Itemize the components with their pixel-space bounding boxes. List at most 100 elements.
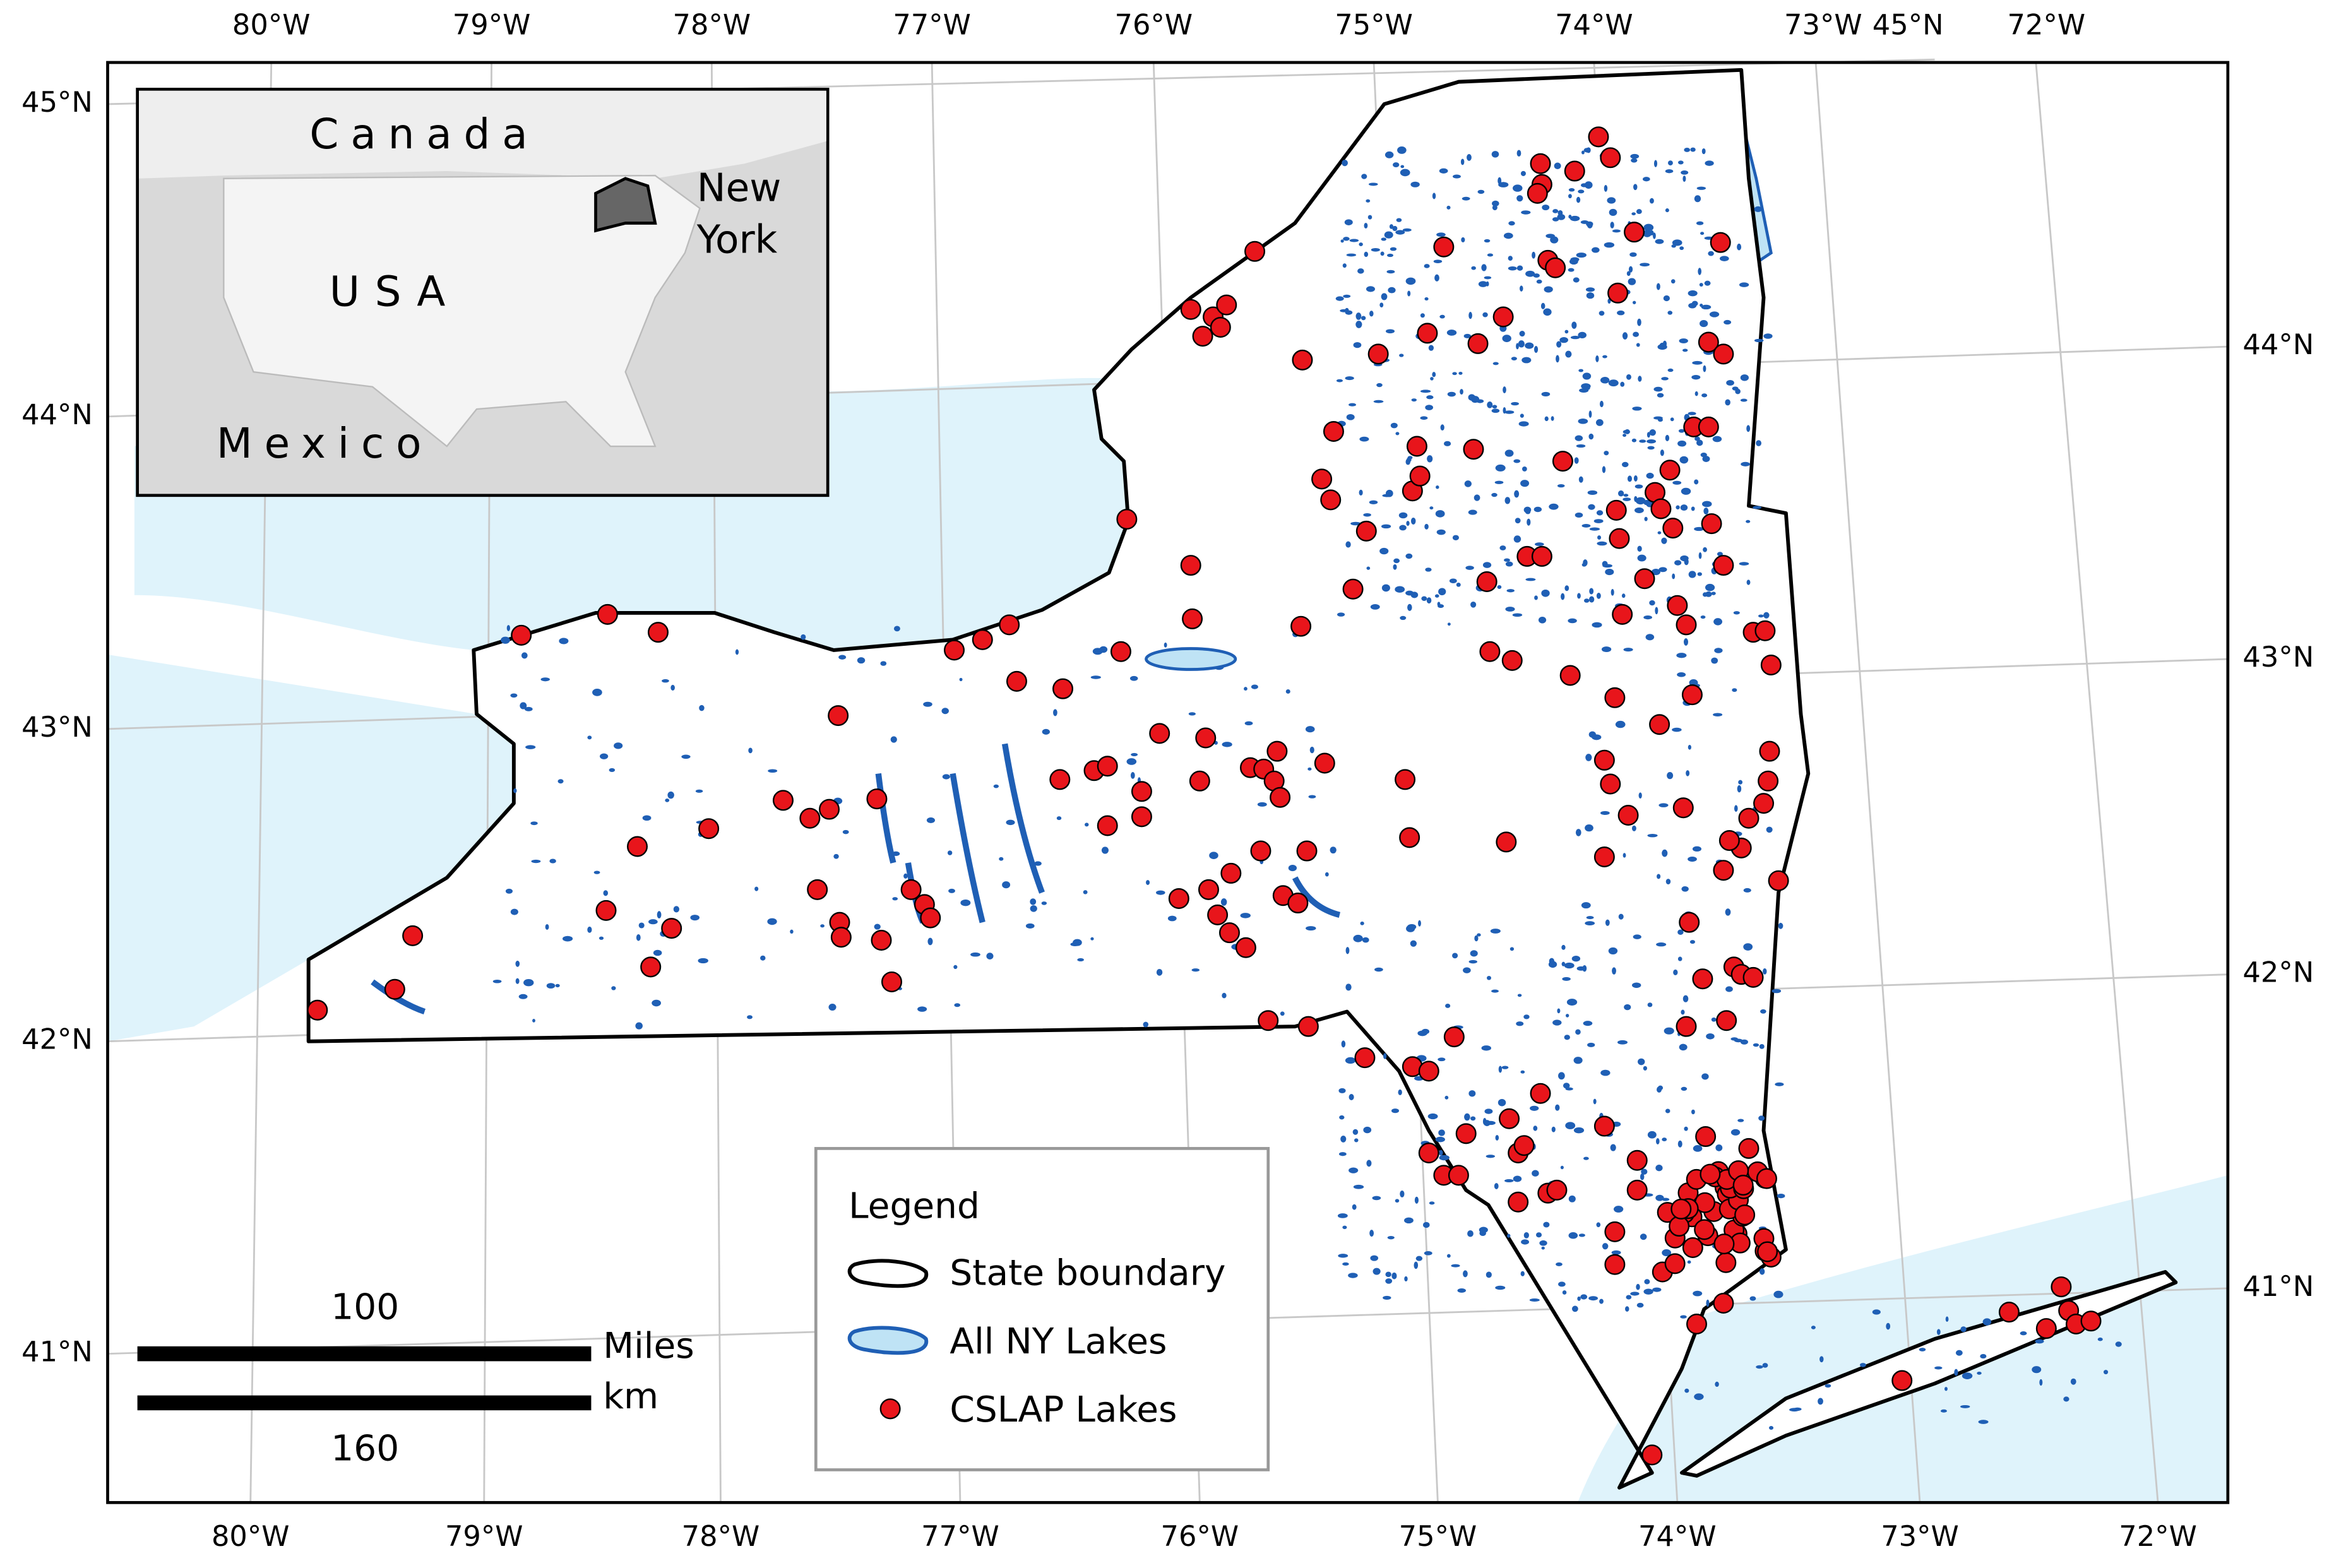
- lake: [1688, 412, 1696, 415]
- lake: [1410, 940, 1417, 947]
- lake: [1577, 1296, 1581, 1301]
- lake: [1363, 513, 1371, 517]
- lake: [970, 952, 980, 957]
- lake: [1444, 441, 1451, 446]
- lake: [1657, 344, 1667, 350]
- lake: [1676, 505, 1680, 509]
- top-label: 79°W: [453, 8, 531, 41]
- cslap-lake: [1116, 509, 1138, 530]
- scale-label: km: [603, 1375, 658, 1417]
- cslap-lake: [1463, 439, 1484, 460]
- lake: [1433, 259, 1443, 264]
- lake: [1307, 767, 1312, 771]
- lake: [1585, 287, 1595, 292]
- lake: [1560, 1165, 1564, 1170]
- lake: [1945, 1316, 1949, 1322]
- cslap-lake: [819, 799, 840, 820]
- lake: [1359, 489, 1363, 496]
- lake: [1697, 572, 1703, 576]
- lake: [506, 625, 511, 631]
- lake: [1665, 879, 1671, 885]
- lake: [1006, 819, 1015, 826]
- cslap-lake: [1593, 749, 1615, 771]
- lake: [555, 983, 560, 988]
- lake: [1484, 239, 1491, 243]
- lake: [1470, 1116, 1476, 1121]
- cslap-lake: [1742, 966, 1764, 988]
- lake: [1578, 189, 1585, 194]
- lake: [1689, 940, 1696, 944]
- lake: [1599, 311, 1605, 316]
- cslap-lake: [881, 971, 903, 992]
- lake: [1741, 461, 1751, 466]
- lake: [1521, 210, 1531, 215]
- lake: [1385, 1278, 1393, 1284]
- lake: [1586, 916, 1594, 920]
- cslap-lake: [384, 978, 405, 1000]
- cslap-lake: [1738, 807, 1759, 829]
- lake: [1657, 1086, 1662, 1093]
- lake: [1618, 913, 1624, 920]
- cslap-lake: [1418, 1142, 1439, 1163]
- lake: [1444, 1095, 1449, 1100]
- lake: [1464, 480, 1472, 487]
- lake: [695, 789, 703, 793]
- lake: [1434, 594, 1439, 598]
- lake: [1345, 1057, 1356, 1064]
- lake: [1588, 410, 1592, 418]
- lake: [673, 906, 680, 913]
- lake: [501, 636, 510, 644]
- lake: [1696, 186, 1706, 190]
- cslap-lake: [1218, 922, 1240, 944]
- cslap-lake: [1292, 349, 1313, 371]
- finger-lake: [950, 773, 985, 924]
- lake: [1516, 195, 1523, 202]
- lake: [1518, 340, 1525, 348]
- lake: [563, 935, 573, 942]
- lake: [690, 915, 700, 921]
- lake: [1346, 253, 1357, 257]
- lake: [1655, 239, 1664, 244]
- lake: [1470, 601, 1477, 608]
- lake: [1523, 1232, 1529, 1238]
- lake: [635, 1022, 643, 1030]
- lake: [1760, 1009, 1766, 1014]
- lake: [1465, 566, 1474, 570]
- lake: [1424, 264, 1430, 268]
- lake: [1393, 162, 1400, 168]
- lake: [953, 965, 958, 970]
- lake: [1379, 547, 1389, 555]
- lake: [1474, 494, 1480, 501]
- lake: [903, 873, 908, 879]
- lakes: [371, 146, 2122, 1430]
- lake: [1677, 956, 1682, 961]
- lake: [1532, 251, 1536, 259]
- lake: [941, 708, 949, 715]
- lake: [1492, 205, 1497, 211]
- lake: [1592, 622, 1602, 628]
- lake: [1373, 400, 1384, 403]
- lake: [1523, 1014, 1530, 1019]
- cslap-lake: [1149, 723, 1170, 744]
- lake: [1385, 329, 1395, 334]
- lake: [1677, 440, 1687, 447]
- lake: [1424, 1250, 1432, 1256]
- cslap-lake: [1052, 678, 1074, 699]
- lake: [1544, 286, 1553, 293]
- lake: [1447, 622, 1451, 626]
- lake: [1630, 1292, 1640, 1296]
- lake: [1515, 518, 1521, 524]
- lake: [1667, 160, 1673, 166]
- lake: [1513, 535, 1521, 543]
- lake: [1670, 417, 1674, 422]
- cslap-lake: [1659, 460, 1681, 481]
- bottom-label: 74°W: [1638, 1519, 1717, 1553]
- lake: [1516, 150, 1521, 157]
- lake: [1522, 466, 1527, 472]
- cslap-lake: [1399, 827, 1420, 848]
- lake: [1550, 236, 1559, 244]
- lake: [1381, 237, 1386, 241]
- lake: [1426, 597, 1432, 604]
- lake: [1639, 439, 1646, 443]
- lake: [1661, 537, 1667, 544]
